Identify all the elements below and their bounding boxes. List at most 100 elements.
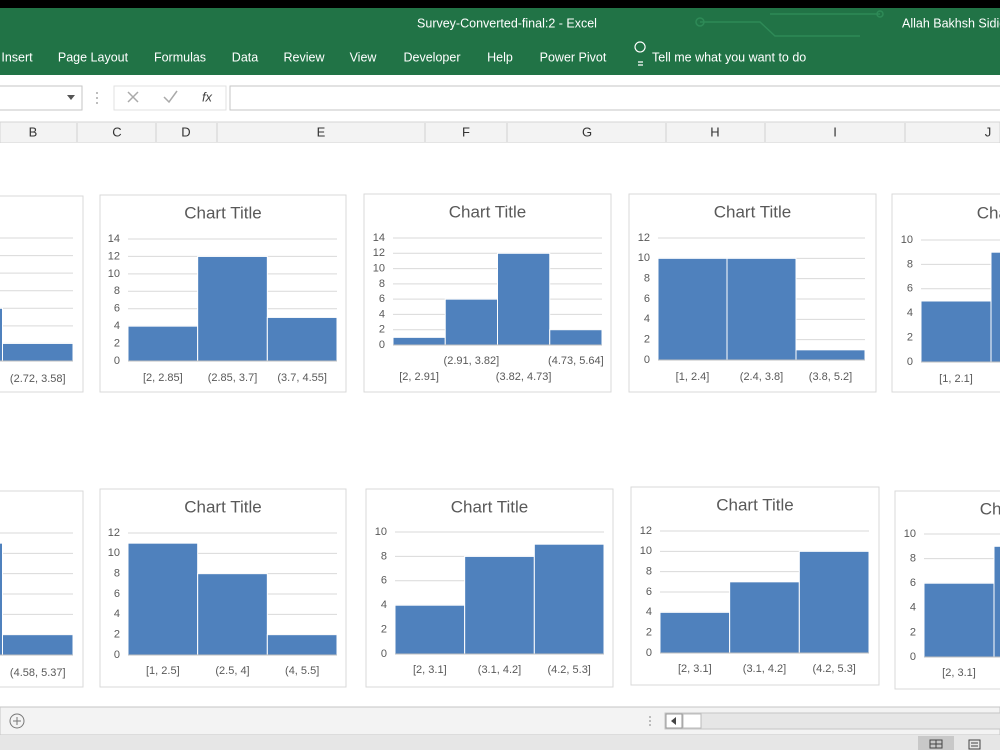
y-tick-label: 10 [638,252,650,264]
column-header[interactable]: F [462,124,470,139]
name-box[interactable] [0,85,83,111]
y-tick-label: 8 [910,553,916,565]
ribbon-tab[interactable]: Insert [1,50,33,64]
ribbon-tab[interactable]: Data [232,50,258,64]
chart[interactable]: Chart Title 0 2 4 6 8 10 [2, 3.1] (3.1, 4.2] (4.2… [365,488,614,688]
y-tick-label: 10 [901,234,913,246]
column-header[interactable]: H [710,124,719,139]
y-tick-label: 8 [379,278,385,290]
ribbon-tab[interactable]: Page Layout [58,50,129,64]
new-sheet-button[interactable] [9,713,25,729]
chart-area[interactable] [0,490,84,688]
chart[interactable]: Chart Title 0 2 4 6 8 10 12 [1, 2.5] (2.5, 4] (4, … [99,488,347,688]
y-tick-label: 2 [907,332,913,344]
chart-title: Chart Title [449,202,526,221]
bar [2,634,74,656]
bar [497,252,551,346]
column-header[interactable]: G [582,124,592,139]
scroll-left-arrow [671,717,676,725]
y-tick-label: 4 [907,307,913,319]
chart[interactable]: Chart Title 0 2 4 6 8 10 [2, 3.1] [894,490,1000,690]
x-tick-label: [2, 2.91] [399,371,439,383]
ribbon-tab[interactable]: Help [487,50,513,64]
scroll-thumb[interactable] [682,713,702,729]
formula-bar-grip [96,92,98,104]
user-name[interactable]: Allah Bakhsh Sidiq [902,16,1000,30]
x-tick-label: (2.4, 3.8] [740,371,783,383]
chart[interactable]: Chart Title 0 2 4 6 8 10 12 14 [2, 2.91] (2.91, 3.… [363,193,612,393]
y-tick-label: 0 [114,649,120,661]
bar [726,257,797,361]
y-tick-label: 14 [108,233,120,245]
chart[interactable]: Chart Title 0 2 4 6 8 10 12 [2, 3.1] (3.1, 4.2] (4… [630,486,880,686]
chart-area[interactable] [363,193,612,393]
x-tick-label: (2.91, 3.82] [444,355,500,367]
y-tick-label: 2 [644,334,650,346]
bar [533,543,605,655]
bar [0,542,3,656]
ribbon-tab[interactable]: View [350,50,378,64]
bar [920,300,992,363]
y-tick-label: 6 [644,293,650,305]
y-tick-label: 8 [114,285,120,297]
y-tick-label: 12 [373,247,385,259]
x-tick-label: (4, 5.5] [285,665,319,677]
x-tick-label: (3.1, 4.2] [478,664,521,676]
x-tick-label: (3.7, 4.55] [277,372,327,384]
y-tick-label: 10 [108,268,120,280]
y-tick-label: 2 [114,337,120,349]
y-tick-label: 4 [381,599,387,611]
bar [659,611,731,654]
chart-title: Chart Title [977,203,1000,222]
scroll-grip [649,716,651,726]
column-header-row [0,121,1000,144]
cancel-button[interactable] [127,91,139,103]
chart[interactable]: (2.72, 3.58] [0,195,84,393]
chart[interactable]: Chart Title 0 2 4 6 8 10 12 [1, 2.4] (2.4, 3.8] (3… [628,193,877,393]
chart[interactable]: Chart Title 0 2 4 6 8 10 [1, 2.1] [891,193,1000,393]
column-header[interactable]: I [833,124,837,139]
ribbon-tab[interactable]: Developer [404,50,461,64]
ribbon-tab[interactable]: Formulas [154,50,206,64]
bar [127,542,199,656]
chart[interactable]: (4.58, 5.37] [0,490,84,688]
column-header[interactable]: C [112,124,121,139]
x-tick-label: [1, 2.5] [146,665,180,677]
ribbon-tab[interactable]: Power Pivot [540,50,607,64]
bar [266,634,338,656]
chart-title: Chart Title [184,497,261,516]
y-tick-label: 0 [646,647,652,659]
column-header[interactable]: B [29,124,38,139]
ribbon-tab[interactable]: Review [284,50,326,64]
status-bar [0,735,1000,750]
tell-me-box[interactable]: Tell me what you want to do [652,50,806,64]
x-tick-label: [2, 3.1] [678,663,712,675]
y-tick-label: 4 [114,608,120,620]
x-tick-label: (2.72, 3.58] [10,373,66,385]
y-tick-label: 4 [646,606,652,618]
chart-title: Chart Title [184,203,261,222]
page-layout-view-button[interactable] [968,739,981,750]
x-tick-label: (4.73, 5.64] [548,355,604,367]
column-header[interactable]: E [317,124,326,139]
chart-area[interactable] [0,195,84,393]
chart[interactable]: Chart Title 0 2 4 6 8 10 12 14 [2, 2.85] (2.85, 3.… [99,194,347,393]
chart-title: Chart Title [716,495,793,514]
column-header[interactable]: J [985,124,992,139]
y-tick-label: 6 [379,293,385,305]
y-tick-label: 6 [646,586,652,598]
insert-function-button[interactable]: fx [202,89,213,104]
name-box-dropdown[interactable] [67,95,75,100]
chart-title: Chart Title [451,497,528,516]
new-sheet-plus [13,717,21,725]
normal-view-icon [929,739,943,749]
horizontal-scrollbar[interactable] [664,712,1000,730]
column-header[interactable]: D [181,124,190,139]
bar [657,257,728,361]
y-tick-label: 2 [114,629,120,641]
y-tick-label: 6 [910,577,916,589]
formula-input[interactable] [229,85,1000,111]
enter-button[interactable] [163,90,178,104]
y-tick-label: 8 [381,550,387,562]
